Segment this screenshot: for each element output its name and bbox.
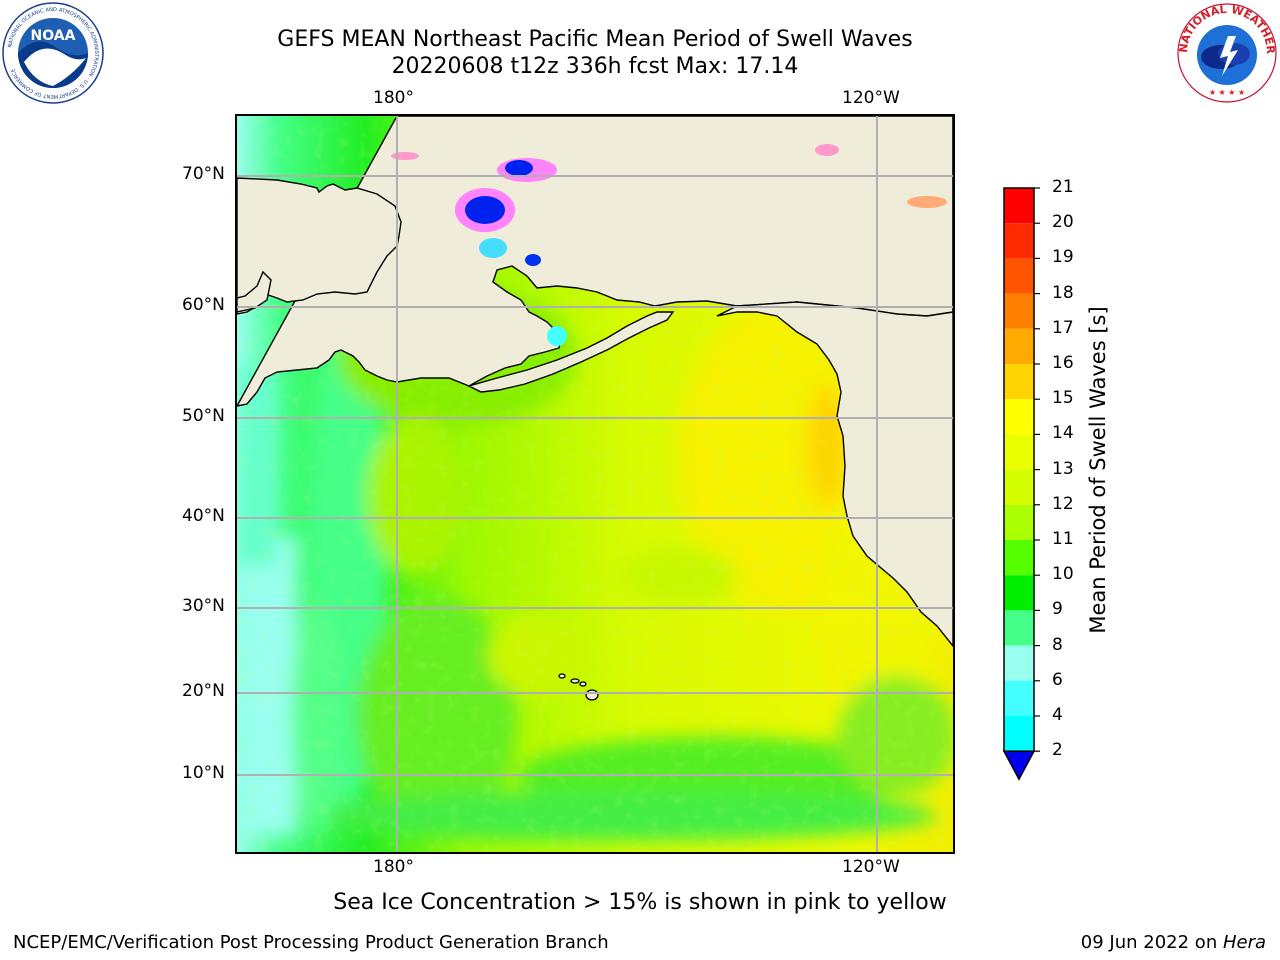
footer-branch: NCEP/EMC/Verification Post Processing Pr… [13,932,609,953]
noaa-logo: NATIONAL OCEANIC AND ATMOSPHERIC ADMINIS… [2,2,104,104]
lon-label-top-120w: 120°W [842,88,900,108]
footer-machine: Hera [1222,932,1266,953]
colorbar-tick-label: 9 [1052,599,1063,620]
colorbar-tick-label: 4 [1052,705,1063,725]
colorbar-segment [1004,716,1034,752]
colorbar-tick-label: 20 [1052,212,1074,233]
colorbar-tick-label: 10 [1052,564,1074,585]
colorbar-tick-label: 21 [1052,177,1074,197]
nws-logo: NATIONAL WEATHER SERVICE ★ ★ ★ ★ [1176,2,1277,103]
colorbar-tick-label: 2 [1052,740,1063,761]
colorbar-segment [1004,680,1034,716]
map-panel [235,114,955,854]
colorbar-segment [1004,504,1034,540]
footer-date-text: 09 Jun 2022 on [1080,932,1223,953]
lon-label-top-180: 180° [373,88,414,108]
colorbar-segment [1004,328,1034,364]
colorbar-tick-label: 15 [1052,388,1074,409]
colorbar-segment [1004,434,1034,470]
lat-label-30n: 30°N [182,596,225,616]
lat-label-50n: 50°N [182,406,225,426]
colorbar-segment [1004,364,1034,400]
colorbar-tick-label: 12 [1052,493,1074,514]
lat-label-60n: 60°N [182,295,225,315]
colorbar-extend-arrow [1002,750,1036,781]
lat-label-70n: 70°N [182,164,225,184]
colorbar-tick-label: 6 [1052,669,1063,690]
lon-label-bottom-180: 180° [373,857,414,877]
colorbar-segment [1004,188,1034,224]
colorbar-segment [1004,645,1034,681]
sea-ice [391,144,947,346]
colorbar-segment [1004,399,1034,435]
noaa-text: NOAA [31,28,76,44]
colorbar-segment [1004,293,1034,329]
lat-label-10n: 10°N [182,763,225,783]
colorbar-title: Mean Period of Swell Waves [s] [1086,306,1110,634]
colorbar-segment [1004,575,1034,611]
colorbar-segment [1004,610,1034,646]
colorbar-tick-label: 17 [1052,317,1074,338]
colorbar [1002,187,1040,781]
colorbar-segment [1004,258,1034,294]
land-masses [237,116,953,648]
colorbar-segment [1004,469,1034,505]
colorbar-segment [1004,540,1034,576]
svg-text:★ ★ ★ ★: ★ ★ ★ ★ [1209,88,1245,97]
chart-subtitle: 20220608 t12z 336h fcst Max: 17.14 [391,54,799,79]
graticule [237,116,953,852]
lon-label-bottom-120w: 120°W [842,857,900,877]
colorbar-tick-label: 19 [1052,247,1074,268]
footer-date: 09 Jun 2022 on Hera [1081,932,1266,953]
map-svg [237,116,953,852]
lat-label-40n: 40°N [182,506,225,526]
colorbar-segment [1004,223,1034,259]
colorbar-tick-label: 16 [1052,353,1074,373]
sea-ice-note: Sea Ice Concentration > 15% is shown in … [333,890,947,915]
colorbar-tick-label: 18 [1052,282,1074,303]
chart-title: GEFS MEAN Northeast Pacific Mean Period … [277,27,913,52]
lat-label-20n: 20°N [182,681,225,701]
colorbar-tick-label: 11 [1052,529,1074,549]
colorbar-tick-label: 8 [1052,634,1063,655]
colorbar-tick-label: 13 [1052,458,1074,479]
colorbar-tick-label: 14 [1052,423,1074,444]
